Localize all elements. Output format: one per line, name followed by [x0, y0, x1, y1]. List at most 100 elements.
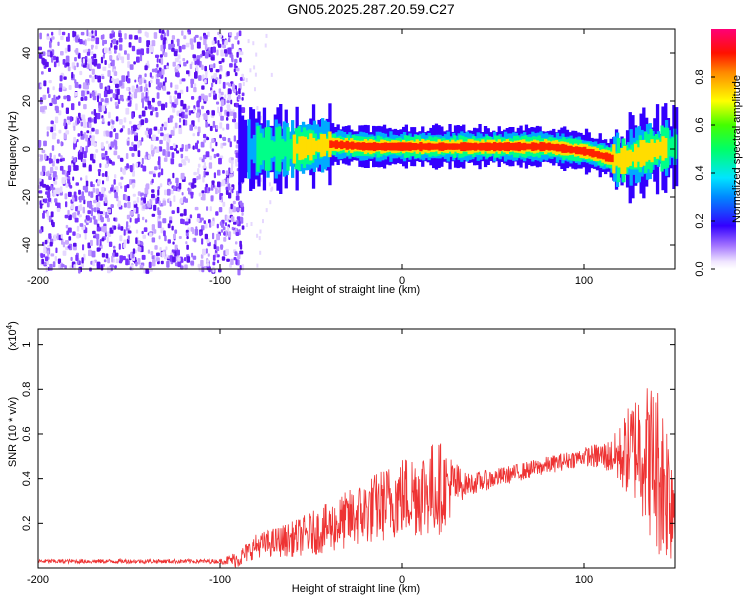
noise-speckle — [127, 235, 130, 240]
noise-speckle — [73, 65, 77, 71]
noise-speckle — [91, 68, 95, 75]
noise-speckle — [219, 194, 222, 200]
noise-speckle — [114, 174, 117, 179]
signal-band-cell — [408, 142, 412, 151]
noise-speckle — [239, 57, 242, 63]
noise-speckle — [85, 222, 89, 226]
noise-speckle — [230, 258, 234, 265]
noise-speckle — [39, 32, 42, 40]
noise-speckle — [74, 57, 77, 62]
noise-speckle — [158, 156, 161, 163]
noise-speckle — [163, 44, 166, 50]
noise-speckle — [87, 140, 90, 148]
signal-band-cell — [400, 142, 404, 151]
noise-speckle — [115, 116, 119, 122]
noise-speckle — [122, 255, 126, 261]
noise-speckle — [95, 233, 100, 240]
signal-band-cell — [484, 142, 489, 151]
noise-speckle — [163, 121, 168, 128]
noise-speckle — [106, 217, 110, 222]
noise-speckle — [73, 242, 77, 247]
noise-speckle — [90, 44, 94, 48]
signal-band-cell — [311, 138, 316, 155]
noise-speckle — [65, 182, 69, 188]
noise-speckle — [203, 139, 207, 143]
noise-speckle — [159, 54, 163, 58]
noise-speckle — [215, 69, 220, 73]
noise-speckle — [87, 210, 91, 215]
noise-speckle — [64, 193, 68, 200]
noise-speckle — [68, 214, 72, 221]
noise-speckle — [208, 93, 212, 98]
noise-speckle — [143, 86, 146, 92]
noise-speckle — [49, 241, 53, 247]
snr-x-tick-label: -200 — [27, 574, 49, 586]
noise-speckle — [169, 95, 172, 103]
noise-speckle — [123, 243, 126, 249]
noise-speckle — [61, 169, 66, 175]
noise-speckle — [56, 158, 60, 164]
signal-band-cell — [612, 144, 616, 174]
noise-speckle — [126, 163, 129, 169]
noise-speckle — [240, 202, 244, 208]
snr-y-ticks: 0.2 0.4 0.6 0.8 1 — [21, 342, 675, 531]
noise-speckle — [196, 41, 201, 49]
signal-band-cell — [498, 142, 502, 151]
signal-band-cell — [460, 142, 464, 151]
noise-speckle — [152, 134, 156, 141]
noise-speckle — [181, 78, 186, 82]
signal-band-cell — [495, 142, 499, 151]
noise-speckle — [192, 145, 195, 150]
noise-speckle — [174, 98, 179, 106]
noise-speckle — [57, 41, 60, 46]
noise-speckle — [113, 140, 118, 146]
noise-speckle — [151, 68, 156, 73]
colorbar-gradient — [711, 29, 736, 269]
noise-speckle — [215, 125, 219, 130]
noise-speckle — [199, 231, 202, 237]
noise-speckle — [63, 95, 67, 100]
noise-speckle — [211, 110, 215, 116]
signal-band-cell — [594, 151, 598, 157]
signal-band-cell — [432, 143, 437, 150]
noise-speckle — [230, 216, 235, 222]
noise-speckle — [127, 230, 132, 234]
noise-speckle — [111, 255, 114, 263]
signal-band-cell — [487, 142, 491, 151]
noise-speckle — [237, 94, 241, 100]
noise-speckle — [206, 263, 210, 267]
noise-speckle — [148, 154, 151, 160]
signal-band-cell — [465, 142, 469, 151]
spectrogram-x-axis-title: Height of straight line (km) — [292, 284, 420, 296]
noise-speckle — [192, 228, 195, 235]
noise-speckle — [90, 135, 95, 141]
signal-band-cell — [674, 134, 678, 159]
noise-speckle — [224, 40, 228, 46]
noise-speckle — [217, 169, 221, 176]
noise-speckle — [38, 141, 41, 148]
noise-speckle — [125, 194, 128, 202]
signal-band-cell — [580, 147, 584, 155]
noise-speckle — [135, 237, 138, 244]
noise-speckle — [172, 241, 175, 245]
noise-speckle — [163, 37, 167, 41]
signal-band-cell — [353, 142, 358, 149]
noise-speckle — [169, 255, 173, 262]
noise-speckle — [195, 226, 198, 230]
signal-band-cell — [661, 136, 665, 161]
noise-speckle — [58, 29, 62, 36]
noise-speckle — [221, 179, 226, 187]
signal-band-cell — [520, 143, 524, 151]
noise-speckle — [167, 151, 171, 157]
noise-speckle — [104, 163, 109, 169]
noise-speckle — [173, 95, 176, 100]
noise-speckle — [112, 38, 117, 45]
signal-band-cell — [314, 140, 318, 152]
noise-speckle — [78, 101, 81, 106]
noise-speckle — [59, 158, 63, 162]
noise-speckle — [129, 165, 133, 172]
noise-speckle — [203, 220, 206, 224]
noise-speckle — [218, 77, 222, 85]
colorbar-tick-label: 0.4 — [694, 165, 706, 180]
noise-speckle — [201, 225, 205, 231]
